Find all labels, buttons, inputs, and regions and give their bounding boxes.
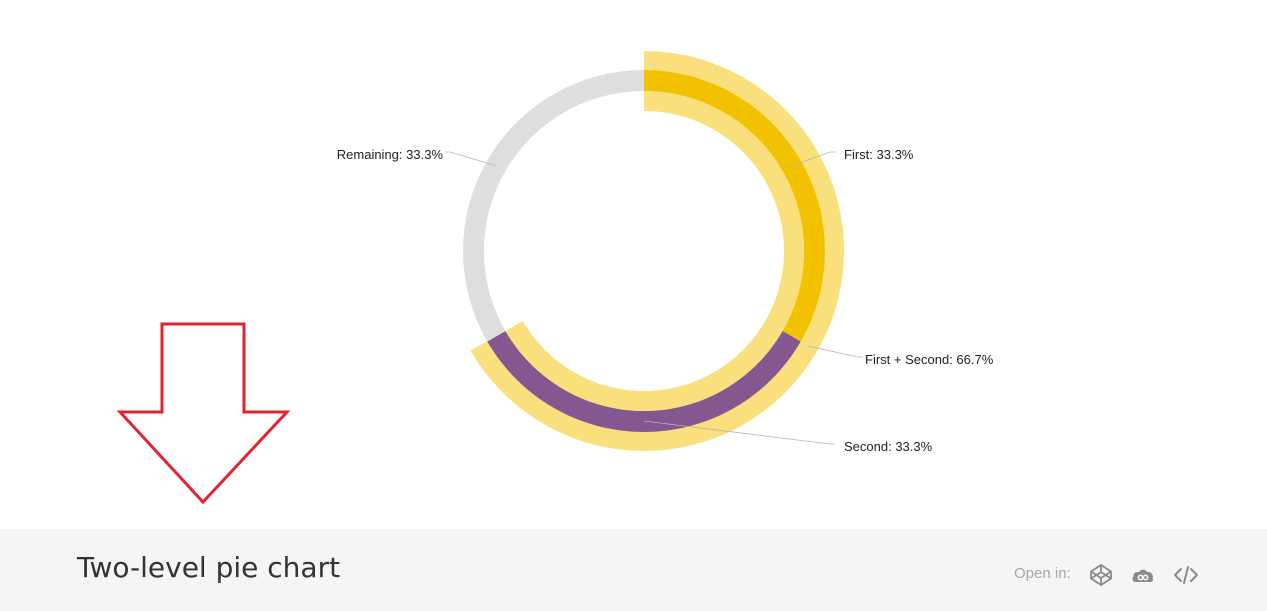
- slice-label-remaining: Remaining: 33.3%: [337, 147, 444, 162]
- cloud-icon[interactable]: [1130, 563, 1156, 587]
- slice-label-second: Second: 33.3%: [844, 439, 933, 454]
- chart-area: First: 33.3% Second: 33.3% Remaining: 33.3…: [336, 51, 994, 454]
- leader-line-second: [643, 420, 835, 445]
- pie-slice-first[interactable]: [644, 70, 825, 342]
- pie-slice-band-first: [644, 91, 805, 331]
- leader-line-first: [791, 151, 835, 167]
- leader-line-remaining: [445, 151, 497, 167]
- page-title: Two-level pie chart: [77, 551, 341, 584]
- arrow-down-icon: [116, 322, 291, 505]
- two-level-pie-chart: First: 33.3% Second: 33.3% Remaining: 33.3…: [337, 51, 994, 454]
- open-in-label: Open in:: [1014, 565, 1071, 582]
- pie-slice-second[interactable]: [487, 331, 801, 432]
- pie-slice-remaining[interactable]: [463, 70, 644, 342]
- slice-label-first: First: 33.3%: [844, 147, 914, 162]
- footer-bar: Two-level pie chart Open in:: [0, 529, 1267, 611]
- pie-slice-band-second: [505, 321, 783, 411]
- code-icon[interactable]: [1173, 563, 1199, 587]
- leader-line-first-second: [808, 345, 863, 358]
- slice-label-first-second: First + Second: 66.7%: [865, 352, 994, 367]
- codepen-icon[interactable]: [1088, 563, 1114, 587]
